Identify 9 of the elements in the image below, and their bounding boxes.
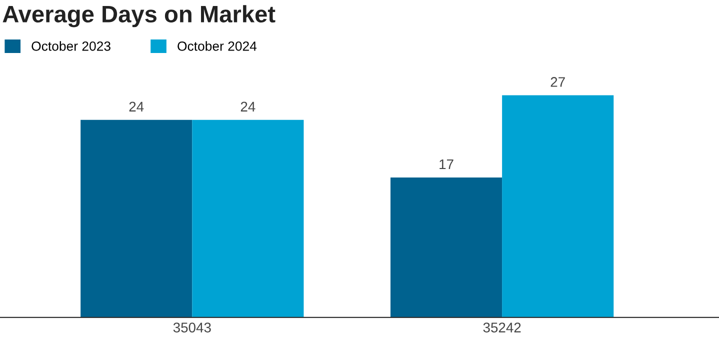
x-tick-label: 35043 xyxy=(173,322,211,332)
data-label: 17 xyxy=(440,160,454,170)
legend-label: October 2023 xyxy=(32,41,110,51)
chart-title: Average Days on Market xyxy=(2,5,276,28)
x-tick-label: 35242 xyxy=(483,322,521,332)
data-label: 24 xyxy=(240,102,256,112)
data-label: 24 xyxy=(129,102,144,112)
data-label: 27 xyxy=(550,77,565,87)
legend-label: October 2024 xyxy=(178,41,257,51)
